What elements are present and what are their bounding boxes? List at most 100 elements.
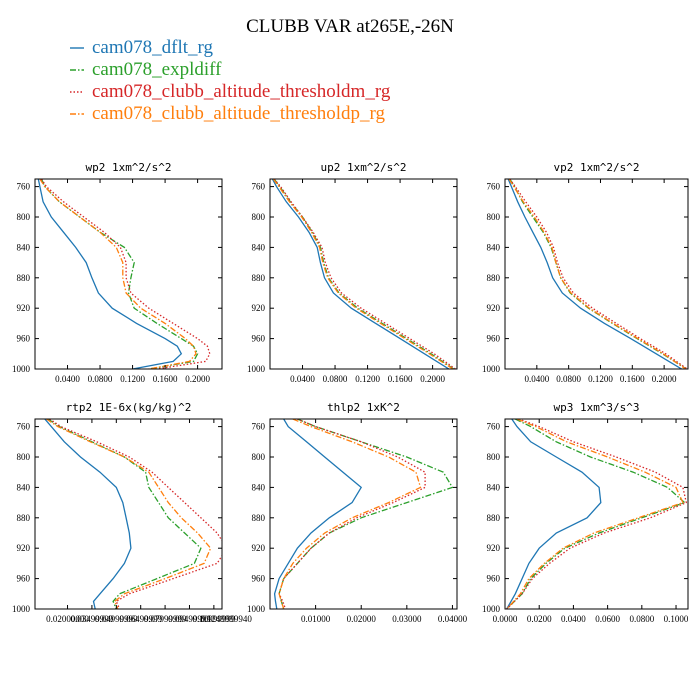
y-tick-label: 840	[252, 482, 266, 492]
y-tick-label: 960	[252, 334, 266, 344]
y-tick-label: 840	[17, 482, 31, 492]
x-tick-label: 0.2000	[420, 374, 445, 384]
x-tick-label: 0.02000000	[46, 614, 89, 624]
x-tick-label: 0.10999999	[192, 614, 235, 624]
plot-frame	[34, 178, 223, 370]
y-tick-label: 920	[17, 303, 31, 313]
x-tick-label: 0.2000	[185, 374, 210, 384]
legend-entry: cam078_clubb_altitude_thresholdm_rg	[70, 81, 391, 102]
legend-label: cam078_expldiff	[92, 59, 222, 80]
x-tick-label: 0.1200	[588, 374, 613, 384]
x-tick-label: 0.03499999	[71, 614, 114, 624]
y-tick-label: 1000	[482, 364, 501, 374]
series-line-cam078_clubb_altitude_thresholdp_rg	[506, 419, 684, 609]
chart-panel: up2 1xm^2/s^2 760 800 840 880 920 960 1000 0.040…	[247, 161, 458, 384]
series-line-cam078_dflt_rg	[37, 179, 183, 369]
y-tick-label: 800	[252, 212, 266, 222]
x-tick-label: 0.04999999	[95, 614, 138, 624]
x-tick-label: 0.1000	[664, 614, 689, 624]
chart-panel: vp2 1xm^2/s^2 760 800 840 880 920 960 1000 0.040…	[482, 161, 689, 384]
x-tick-label: 0.0600	[595, 614, 620, 624]
legend-entry: cam078_clubb_altitude_thresholdp_rg	[70, 103, 386, 124]
x-tick-label: 0.04000	[438, 614, 468, 624]
y-tick-label: 960	[487, 574, 501, 584]
x-tick-label: 0.03000	[392, 614, 422, 624]
y-tick-label: 1000	[247, 604, 266, 614]
y-tick-label: 760	[17, 182, 31, 192]
x-tick-label: 0.0400	[55, 374, 80, 384]
y-tick-label: 1000	[12, 604, 31, 614]
series-line-cam078_clubb_altitude_thresholdm_rg	[506, 419, 688, 609]
legend-label: cam078_dflt_rg	[92, 37, 214, 58]
panels: wp2 1xm^2/s^2 760 800 840 880 920 960 1000 0.040…	[12, 161, 689, 624]
chart-panel: wp3 1xm^3/s^3 760 800 840 880 920 960 10000.000…	[482, 401, 689, 624]
y-tick-label: 1000	[12, 364, 31, 374]
x-tick-label: 0.1249999940	[200, 614, 252, 624]
x-tick-label: 0.2000	[652, 374, 677, 384]
y-tick-label: 880	[487, 513, 501, 523]
series-line-cam078_dflt_rg	[507, 179, 682, 369]
x-tick-label: 0.01000	[301, 614, 331, 624]
y-tick-label: 960	[487, 334, 501, 344]
y-tick-label: 760	[487, 422, 501, 432]
y-tick-label: 880	[252, 513, 266, 523]
y-tick-label: 800	[487, 212, 501, 222]
y-tick-label: 800	[17, 452, 31, 462]
series-line-cam078_clubb_altitude_thresholdm_rg	[509, 179, 688, 369]
series-line-cam078_dflt_rg	[506, 419, 602, 609]
y-tick-label: 920	[487, 543, 501, 553]
y-tick-label: 920	[487, 303, 501, 313]
y-tick-label: 800	[487, 452, 501, 462]
x-tick-label: 0.1200	[120, 374, 145, 384]
series-line-cam078_clubb_altitude_thresholdm_rg	[49, 419, 222, 609]
y-tick-label: 840	[487, 482, 501, 492]
y-tick-label: 920	[17, 543, 31, 553]
x-tick-label: 0.0800	[556, 374, 581, 384]
panel-title: wp2 1xm^2/s^2	[85, 161, 171, 174]
legend: cam078_dflt_rg cam078_expldiff cam078_cl…	[70, 37, 391, 124]
panel-title: wp3 1xm^3/s^3	[553, 401, 639, 414]
series-line-cam078_expldiff	[509, 179, 687, 369]
series-line-cam078_clubb_altitude_thresholdp_rg	[39, 179, 197, 369]
legend-entry: cam078_dflt_rg	[70, 37, 214, 58]
x-tick-label: 0.0400	[561, 614, 586, 624]
series-line-cam078_dflt_rg	[273, 419, 363, 609]
y-tick-label: 1000	[482, 604, 501, 614]
chart-panel: wp2 1xm^2/s^2 760 800 840 880 920 960 1000 0.040…	[12, 161, 223, 384]
panel-title: up2 1xm^2/s^2	[320, 161, 406, 174]
y-tick-label: 800	[17, 212, 31, 222]
series-line-cam078_expldiff	[273, 179, 455, 369]
x-tick-label: 0.09499999	[168, 614, 211, 624]
y-tick-label: 760	[487, 182, 501, 192]
y-tick-label: 960	[17, 334, 31, 344]
figure-title: CLUBB VAR at265E,-26N	[246, 16, 454, 37]
y-tick-label: 880	[252, 273, 266, 283]
y-tick-label: 1000	[247, 364, 266, 374]
x-tick-label: 0.0800	[323, 374, 348, 384]
legend-entry: cam078_expldiff	[70, 59, 222, 80]
y-tick-label: 920	[252, 303, 266, 313]
x-tick-label: 0.0400	[290, 374, 315, 384]
series-line-cam078_expldiff	[506, 419, 686, 609]
x-tick-label: 0.02000	[347, 614, 377, 624]
series-line-cam078_clubb_altitude_thresholdp_rg	[508, 179, 686, 369]
legend-label: cam078_clubb_altitude_thresholdp_rg	[92, 103, 386, 124]
series-line-cam078_clubb_altitude_thresholdp_rg	[46, 419, 212, 609]
panel-title: vp2 1xm^2/s^2	[553, 161, 639, 174]
y-tick-label: 880	[487, 273, 501, 283]
x-tick-label: 0.0800	[629, 614, 654, 624]
x-tick-label: 0.0000	[493, 614, 518, 624]
plot-frame	[504, 178, 689, 370]
series-line-cam078_expldiff	[278, 419, 454, 609]
y-tick-label: 840	[252, 242, 266, 252]
y-tick-label: 960	[17, 574, 31, 584]
y-tick-label: 960	[252, 574, 266, 584]
y-tick-label: 880	[17, 513, 31, 523]
series-line-cam078_dflt_rg	[44, 419, 132, 609]
plot-frame	[269, 418, 458, 610]
x-tick-label: 0.0200	[527, 614, 552, 624]
plot-frame	[269, 178, 458, 370]
series-line-cam078_clubb_altitude_thresholdm_rg	[40, 179, 211, 369]
y-tick-label: 880	[17, 273, 31, 283]
